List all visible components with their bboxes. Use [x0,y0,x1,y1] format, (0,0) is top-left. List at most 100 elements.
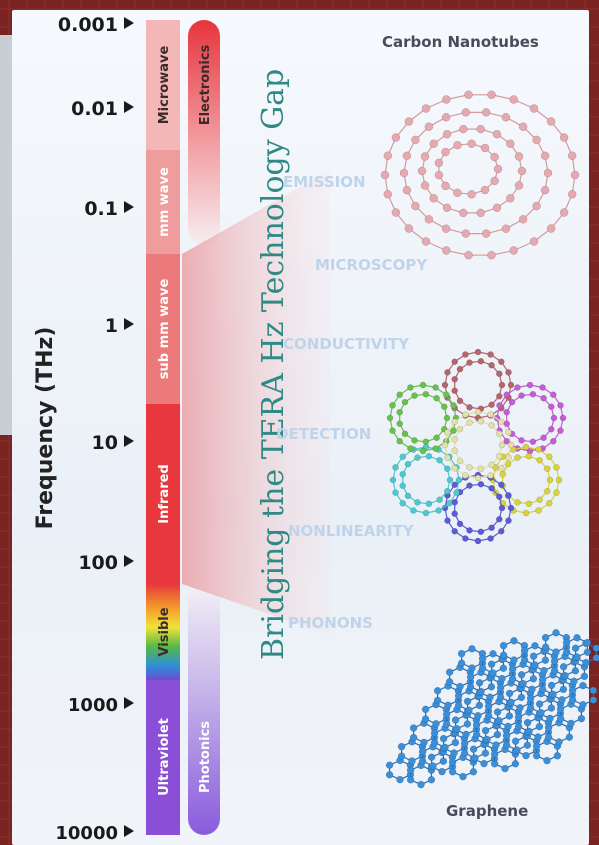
atom-bead [380,170,390,180]
atom-bead [407,384,414,391]
atom-bead [462,351,469,358]
atom-bead [451,738,460,747]
atom-bead [474,537,482,545]
atom-bead [544,487,551,495]
atom-bead [399,482,406,489]
atom-bead [434,170,444,180]
atom-bead [383,151,393,160]
atom-bead [441,113,451,122]
atom-bead [429,139,438,148]
band-labels: Microwave mm wave sub mm wave Infrared V… [157,46,172,796]
atom-bead [478,664,487,672]
atom-bead [546,224,556,233]
atom-bead [547,704,556,712]
atom-bead [404,492,412,500]
atom-bead [481,108,491,117]
atom-bead [543,168,553,178]
atom-bead [518,122,528,131]
atom-bead [427,776,436,784]
atom-bead [480,759,488,768]
atom-bead [490,760,499,768]
atom-bead [450,402,457,409]
atom-bead [550,391,557,398]
atom-bead [577,714,586,723]
atom-bead [477,417,485,425]
atom-bead [433,394,440,402]
atom-bead [488,484,495,492]
atom-bead [555,476,563,484]
atom-bead [583,648,592,656]
atom-bead [476,124,485,134]
atom-bead [441,147,450,157]
atom-bead [420,152,430,161]
tick-arrow [124,17,134,29]
atom-bead [488,421,495,429]
band-label: Ultraviolet [157,718,172,796]
atom-bead [471,754,479,762]
atom-bead [492,129,502,139]
atom-bead [441,403,448,411]
atom-bead [451,528,458,535]
atom-bead [579,681,587,690]
atom-bead [535,446,542,453]
atom-bead [399,168,409,178]
atom-bead [451,510,458,517]
atom-bead [409,733,418,742]
atom-bead [501,224,511,233]
atom-bead [420,181,430,190]
atom-bead [508,665,517,673]
atom-bead [525,727,533,736]
atom-bead [568,686,577,695]
band-microwave [146,20,180,150]
tick-arrow [124,825,134,837]
atom-bead [450,749,458,757]
band-label: Microwave [157,46,172,125]
atom-bead [506,139,515,148]
atom-bead [496,515,503,523]
tick-arrow [124,201,134,213]
gap-cone [182,170,330,635]
atom-bead [553,489,560,496]
atom-bead [453,725,461,733]
atom-bead [514,499,521,506]
atom-bead [571,667,580,675]
atom-bead [487,351,494,358]
atom-bead [498,465,505,472]
atom-bead [389,402,396,409]
atom-bead [498,441,506,449]
atom-bead [396,438,403,445]
atom-bead [460,749,469,757]
tick-label: 1 [105,315,118,337]
atom-bead [508,398,516,406]
atom-bead [540,434,547,442]
tick-label: 0.1 [84,198,118,220]
atom-bead [544,465,551,473]
atom-bead [498,674,506,683]
atom-bead [463,697,472,706]
atom-bead [532,752,541,760]
atom-bead [421,104,431,113]
atom-bead [543,756,551,765]
atom-bead [538,676,547,684]
atom-bead [474,712,482,720]
atom-bead [421,705,430,714]
spectrum-bar [146,20,180,835]
atom-bead [517,671,526,679]
atom-bead [488,461,495,469]
atom-bead [444,429,451,436]
atom-bead [407,445,414,452]
atom-bead [511,760,520,768]
atom-bead [396,391,403,398]
atom-bead [535,722,544,731]
atom-bead [522,443,530,451]
atom-bead [462,535,469,542]
atom-bead [425,500,433,508]
atom-bead [451,436,458,443]
atom-bead [402,151,412,161]
atom-bead [519,679,527,688]
atom-bead [496,684,505,692]
atom-bead [469,745,478,753]
atom-bead [565,733,574,741]
atom-bead [499,651,508,659]
tick-arrow [124,555,134,567]
